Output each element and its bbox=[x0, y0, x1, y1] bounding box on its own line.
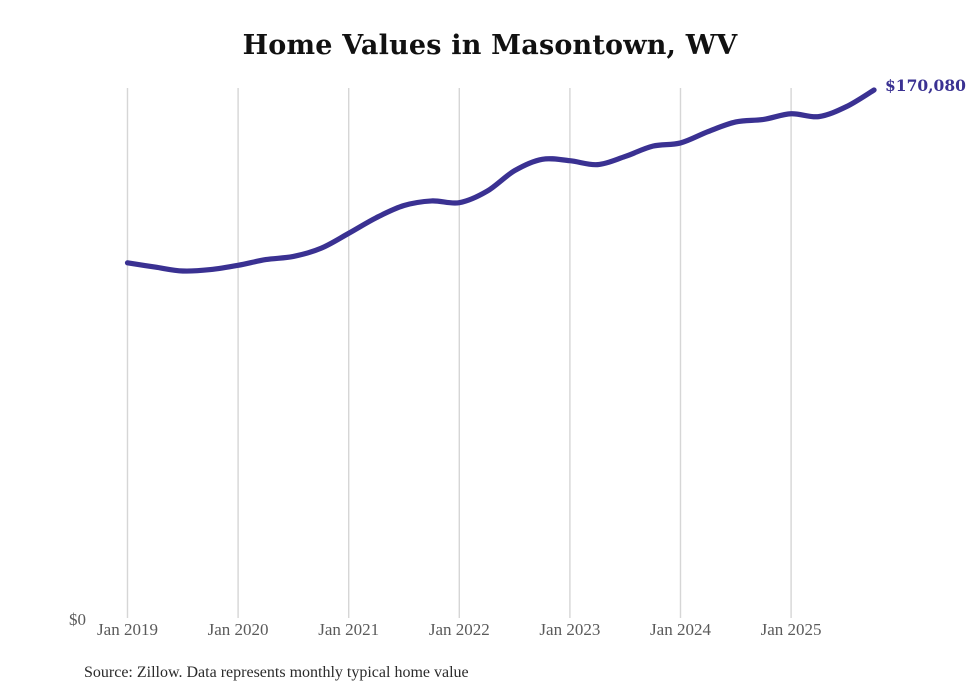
x-tick-label: Jan 2021 bbox=[318, 620, 380, 639]
x-tick-label: Jan 2020 bbox=[207, 620, 269, 639]
x-tick-label: Jan 2023 bbox=[539, 620, 601, 639]
page-title: Home Values in Masontown, WV bbox=[242, 30, 738, 61]
x-tick-label: Jan 2024 bbox=[650, 620, 711, 639]
x-tick-label: Jan 2019 bbox=[97, 620, 158, 639]
source-note: Source: Zillow. Data represents monthly … bbox=[84, 664, 469, 681]
x-tick-label: Jan 2025 bbox=[760, 620, 822, 639]
value-line bbox=[124, 87, 877, 274]
end-value-label: $170,080 bbox=[885, 76, 966, 95]
gridlines bbox=[126, 88, 792, 618]
y-axis-zero-label: $0 bbox=[69, 610, 86, 629]
x-tick-label: Jan 2022 bbox=[428, 620, 490, 639]
